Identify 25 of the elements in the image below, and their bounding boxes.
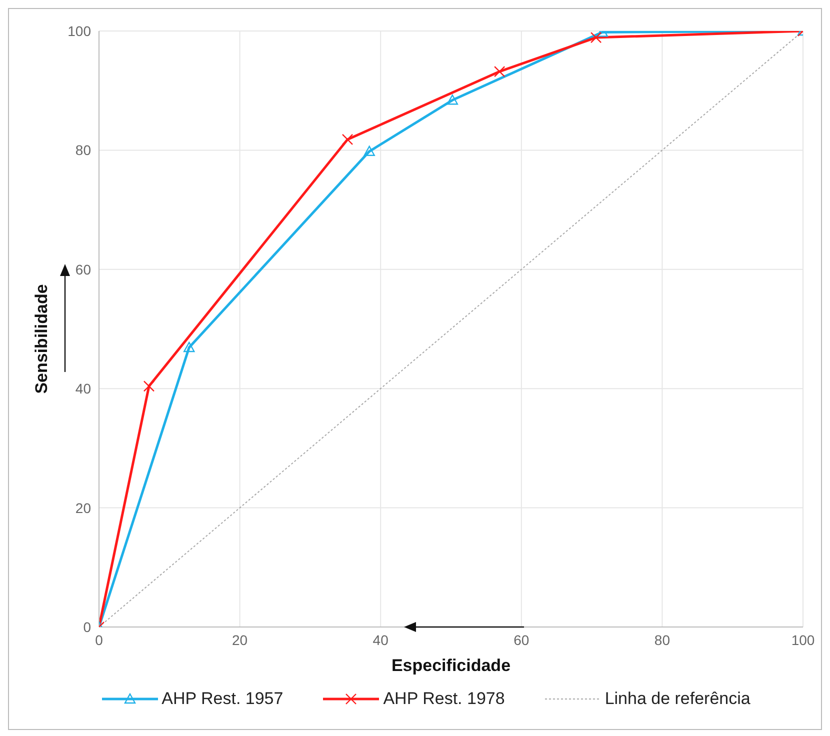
x-tick-label: 100 <box>791 632 815 648</box>
y-tick-label: 80 <box>75 142 92 158</box>
y-tick-label: 100 <box>68 22 92 39</box>
y-tick-label: 60 <box>75 261 92 278</box>
point <box>364 146 375 156</box>
y-axis-title: Sensibilidade <box>32 284 52 394</box>
x-tick-label: 0 <box>95 632 104 648</box>
point <box>342 134 354 146</box>
legend-label: AHP Rest. 1957 <box>162 689 284 709</box>
point <box>184 342 195 352</box>
x-tick-label: 80 <box>654 632 670 648</box>
legend-label: Linha de referência <box>604 689 750 709</box>
y-tick-label: 40 <box>75 380 92 397</box>
x-tick-label: 20 <box>232 632 248 648</box>
x-tick-label: 40 <box>372 632 389 648</box>
x-axis-title: Especificidade <box>391 656 511 675</box>
y-tick-label: 20 <box>75 500 92 516</box>
point <box>446 94 458 105</box>
point <box>590 32 602 44</box>
point <box>494 66 506 78</box>
x-tick-label: 60 <box>514 632 530 648</box>
legend-label: AHP Rest. 1978 <box>383 689 505 709</box>
point <box>143 380 155 392</box>
y-tick-label: 0 <box>83 618 92 635</box>
line-series <box>99 31 803 627</box>
